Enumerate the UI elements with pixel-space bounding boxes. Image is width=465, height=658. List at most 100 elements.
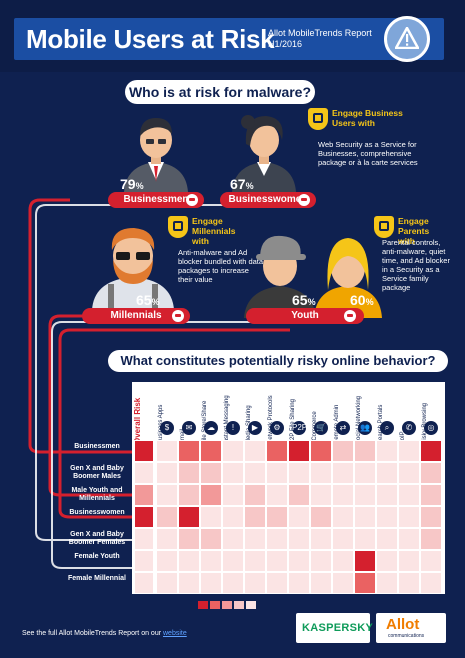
column-header-label: Email [180,428,186,444]
millennials-percent-value: 65 [136,292,152,308]
matrix-cell [200,484,222,506]
matrix-cell [376,528,398,550]
legend-swatch [222,601,232,609]
row-label: Gen X and Baby Boomer Males [70,465,124,480]
matrix-cell [354,528,376,550]
matrix-cell-overall [134,440,154,462]
matrix-cell [332,550,354,572]
column-header-label: Remote Admin [334,404,340,444]
column-icon: ! [226,421,240,435]
youth-female-percent-value: 60 [350,292,366,308]
shield-icon [168,216,188,238]
row-label: Businessmen [74,443,120,450]
matrix-cell [398,440,420,462]
column-icon: ◎ [424,421,438,435]
legend-swatch [246,601,256,609]
column-header: Social Networking [356,384,374,444]
matrix-cell [222,440,244,462]
millennial-illustration [92,228,174,310]
kaspersky-logo: KASPERSKY [296,613,374,643]
businesswoman-illustration [232,115,296,192]
column-header: eCommerce [312,384,330,444]
matrix-cell [376,440,398,462]
footer-note: See the full Allot MobileTrends Report o… [22,630,187,637]
matrix-cell [310,506,332,528]
matrix-cell [222,506,244,528]
devil-icon [298,194,310,206]
column-icon: P2P [292,421,307,435]
matrix-cell-overall [134,506,154,528]
legend-swatch [198,601,208,609]
matrix-cell [178,506,200,528]
matrix-cell [332,440,354,462]
column-header: Email [180,384,198,444]
matrix-cell [420,462,442,484]
youth-female-percent: 60% [350,292,374,308]
matrix-cell [288,528,310,550]
matrix-cell [288,572,310,594]
matrix-cell [310,550,332,572]
matrix-cell-overall [134,484,154,506]
matrix-cell [178,484,200,506]
businesswomen-label: Businesswomen [228,194,308,205]
matrix-cell [420,572,442,594]
youth-male-percent: 65% [292,292,316,308]
matrix-cell [178,440,200,462]
column-icon: ⌕ [380,421,394,435]
matrix-cell [244,506,266,528]
matrix-cell [310,528,332,550]
row-label: Female Millennial [68,575,126,582]
warning-icon [384,16,430,62]
column-header-overall: Overall Risk [133,384,154,444]
matrix-cell [288,484,310,506]
millennials-label: Millennials [110,310,162,321]
matrix-cell [310,572,332,594]
businesswomen-percent-unit: % [245,181,254,191]
column-header-label: P2P File Sharing [290,399,296,444]
engage-parents-desc: Parental controls, anti-malware, quiet t… [382,238,450,292]
matrix-cell [156,550,178,572]
column-header-label: Search Portals [378,404,384,444]
column-header-label: Media Sharing [246,405,252,444]
matrix-cell [354,484,376,506]
kaspersky-logo-text: KASPERSKY [302,622,374,634]
footer-text: See the full Allot MobileTrends Report o… [22,630,162,637]
row-label: Female Youth [74,553,120,560]
engage-millennials-title: Engage Millennials with [192,216,236,246]
matrix-cell [310,462,332,484]
website-link[interactable]: website [163,630,187,637]
matrix-cell [376,550,398,572]
matrix-cell [156,506,178,528]
engage-business-title: Engage Business Users with [332,108,403,128]
column-icon: ✉ [182,421,196,435]
matrix-cell [376,572,398,594]
column-header-label: Network Protocols [268,395,274,444]
legend-swatch [210,601,220,609]
matrix-cell [398,572,420,594]
matrix-cell-overall [134,550,154,572]
matrix-cell [420,528,442,550]
column-header-label: eCommerce [312,384,318,444]
column-header: Network Protocols [268,384,286,444]
page-title: Mobile Users at Risk [26,24,275,54]
matrix-cell [222,550,244,572]
matrix-cell [376,462,398,484]
businessman-illustration [124,118,188,192]
matrix-cell [244,440,266,462]
question-behavior: What constitutes potentially risky onlin… [108,350,448,372]
matrix-cell [354,462,376,484]
column-icon: ⇄ [336,421,350,435]
matrix-cell [376,484,398,506]
matrix-cell [354,572,376,594]
question-malware: Who is at risk for malware? [125,80,315,104]
engage-millennials-desc: Anti-malware and Ad blocker bundled with… [178,248,264,284]
label-youth: Youth [246,308,364,324]
businesswomen-percent-value: 67 [230,176,246,192]
matrix-cell [244,550,266,572]
matrix-cell [354,506,376,528]
matrix-cell-overall [134,462,154,484]
matrix-cell [332,572,354,594]
matrix-cell [222,572,244,594]
